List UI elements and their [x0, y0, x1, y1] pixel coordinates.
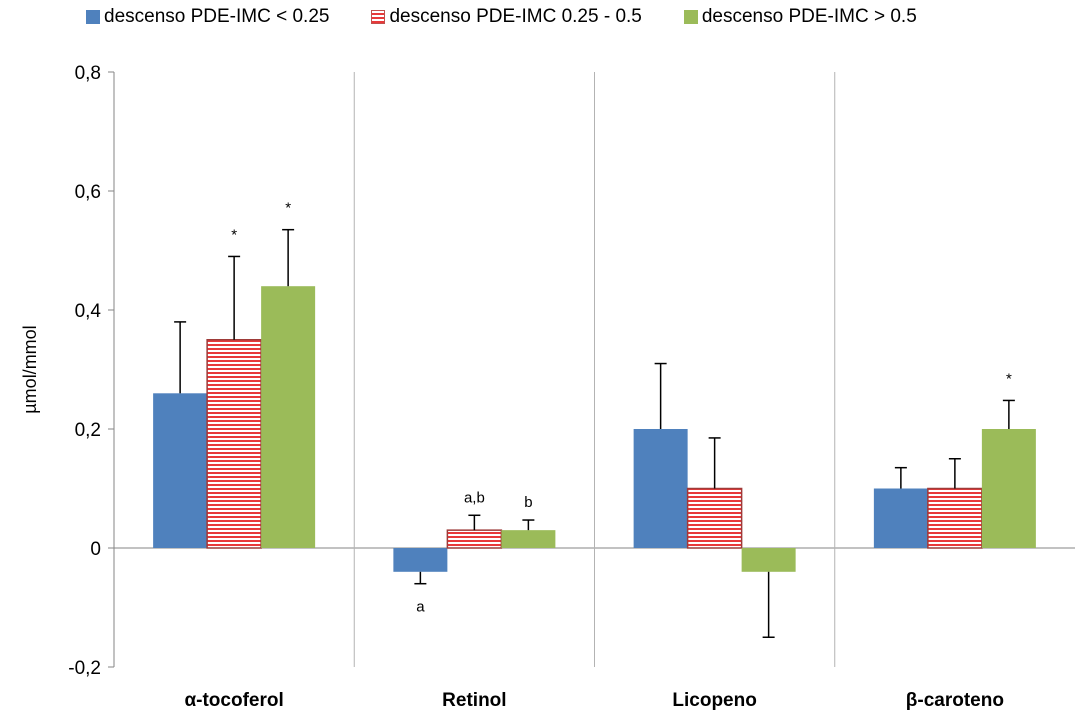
legend-swatch-series-3: [683, 10, 698, 24]
legend-item-series-3: descenso PDE-IMC > 0.5: [683, 6, 917, 28]
bar: [153, 393, 208, 548]
bar: [741, 548, 796, 572]
bar: [206, 339, 262, 549]
significance-label: *: [285, 200, 291, 217]
y-tick-label: 0,6: [75, 182, 101, 203]
bar: [393, 548, 448, 572]
y-tick-label: 0,2: [75, 420, 101, 441]
y-tick-label: 0,8: [75, 63, 101, 84]
significance-label: a: [416, 599, 425, 616]
bar: [981, 429, 1036, 548]
axes: [108, 71, 1075, 668]
significance-label: b: [524, 494, 532, 511]
legend-label-series-1: descenso PDE-IMC < 0.25: [104, 6, 330, 27]
category-label: Retinol: [442, 690, 506, 711]
bar: [633, 429, 688, 548]
y-axis-label: µmol/mmol: [20, 325, 40, 413]
bar: [446, 529, 503, 549]
category-label: α-tocoferol: [184, 690, 283, 711]
bar: [261, 286, 316, 548]
legend: descenso PDE-IMC < 0.25 descenso PDE-IMC…: [86, 6, 917, 28]
bar: [501, 530, 556, 548]
y-tick-label: 0: [90, 539, 101, 560]
bars: [153, 228, 1036, 638]
legend-item-series-1: descenso PDE-IMC < 0.25: [86, 6, 329, 28]
category-label: β-caroteno: [906, 690, 1004, 711]
labels: -0,2 0 0,2 0,4 0,6 0,8 µmol/mmol α-tocoferol Ret…: [20, 63, 1012, 711]
bar: [927, 487, 983, 549]
legend-swatch-series-1: [86, 10, 100, 24]
significance-label: *: [231, 226, 237, 243]
bar: [873, 488, 928, 548]
significance-label: a,b: [464, 489, 485, 506]
legend-label-series-3: descenso PDE-IMC > 0.5: [701, 6, 917, 27]
y-tick-label: -0,2: [68, 658, 101, 679]
y-tick-label: 0,4: [75, 301, 102, 322]
bar: [686, 487, 743, 549]
legend-swatch-series-2: [371, 10, 386, 24]
significance-label: *: [1006, 370, 1012, 387]
legend-label-series-2: descenso PDE-IMC 0.25 - 0.5: [389, 6, 642, 27]
legend-item-series-2: descenso PDE-IMC 0.25 - 0.5: [371, 6, 642, 28]
category-label: Licopeno: [672, 690, 756, 711]
